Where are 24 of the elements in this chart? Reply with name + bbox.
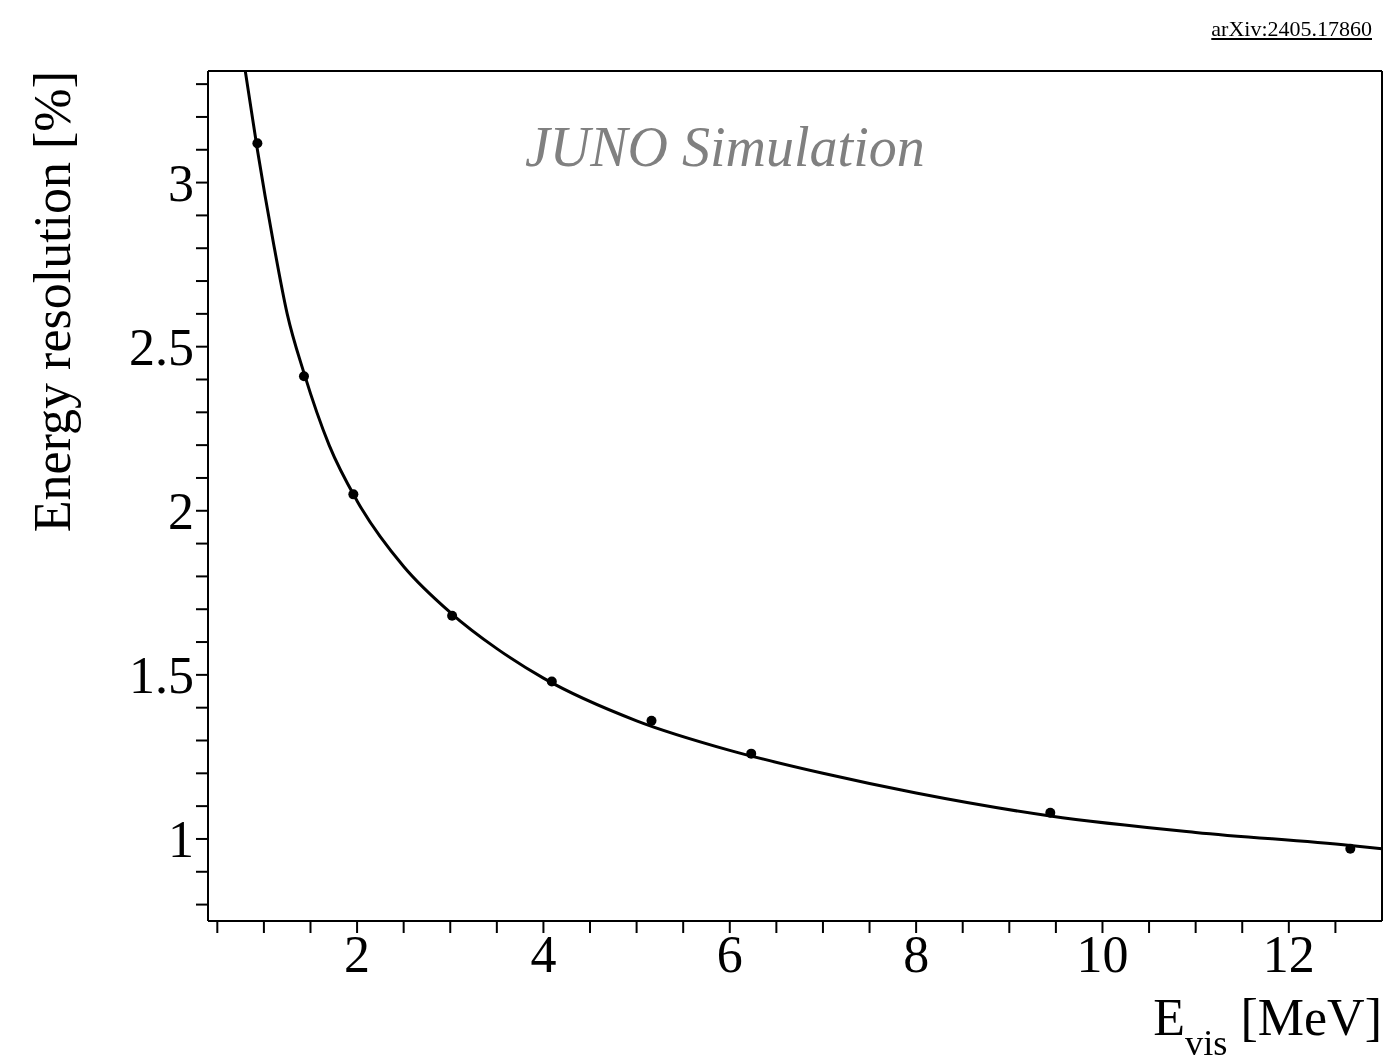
point — [1045, 807, 1056, 818]
x-tick-label: 4 — [530, 925, 557, 983]
point — [746, 748, 757, 759]
point — [298, 371, 309, 382]
x-axis-title: E$_{vis}$ [MeV] — [1153, 989, 1382, 1063]
y-tick-label: 3 — [168, 155, 194, 213]
annotation: JUNO Simulation — [524, 116, 925, 178]
y-tick-label: 2.5 — [129, 319, 194, 377]
x-tick-label: 8 — [903, 925, 930, 983]
y-axis-title: Energy resolution [%] — [24, 71, 81, 533]
x-tick-label: 6 — [716, 925, 743, 983]
point — [447, 610, 458, 621]
x-tick-label: 2 — [344, 925, 371, 983]
point — [348, 489, 359, 500]
point — [252, 138, 263, 149]
point — [646, 715, 657, 726]
y-tick-label: 2 — [168, 483, 194, 541]
point — [546, 676, 557, 687]
y-tick-label: 1 — [168, 811, 194, 869]
text: arXiv:2405.17860 — [1211, 16, 1372, 42]
x-tick-label: 12 — [1262, 925, 1315, 983]
point — [1345, 843, 1356, 854]
x-tick-label: 10 — [1076, 925, 1129, 983]
y-tick-label: 1.5 — [129, 647, 194, 705]
